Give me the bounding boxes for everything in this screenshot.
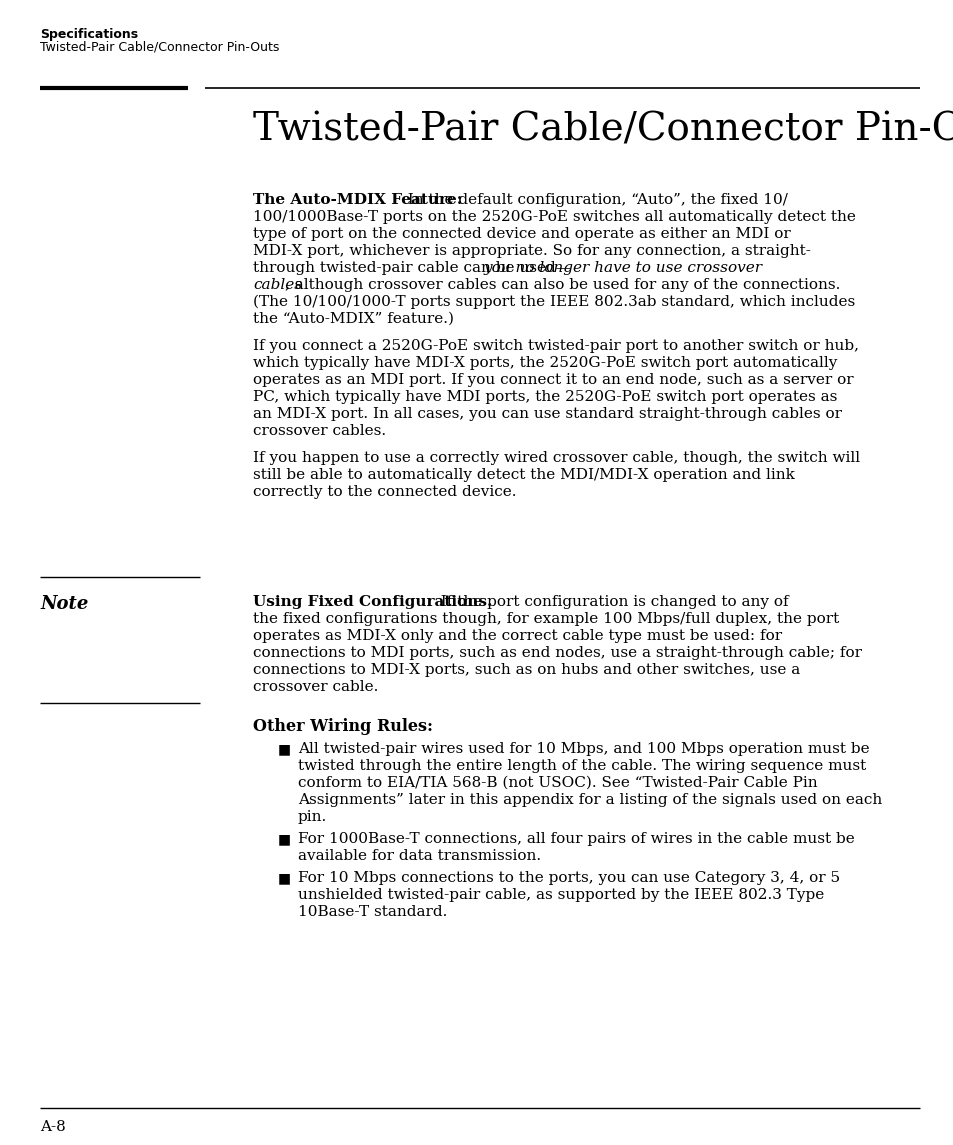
Text: All twisted-pair wires used for 10 Mbps, and 100 Mbps operation must be: All twisted-pair wires used for 10 Mbps,… — [297, 742, 869, 756]
Text: Using Fixed Configurations.: Using Fixed Configurations. — [253, 595, 492, 609]
Text: If you connect a 2520G-PoE switch twisted-pair port to another switch or hub,: If you connect a 2520G-PoE switch twiste… — [253, 339, 858, 353]
Text: Note: Note — [40, 595, 89, 613]
Text: connections to MDI ports, such as end nodes, use a straight-through cable; for: connections to MDI ports, such as end no… — [253, 646, 862, 660]
Text: cables: cables — [253, 278, 302, 292]
Text: In the default configuration, “Auto”, the fixed 10/: In the default configuration, “Auto”, th… — [397, 194, 787, 207]
Text: still be able to automatically detect the MDI/MDI-X operation and link: still be able to automatically detect th… — [253, 468, 794, 482]
Text: an MDI-X port. In all cases, you can use standard straight-through cables or: an MDI-X port. In all cases, you can use… — [253, 406, 841, 421]
Text: (The 10/100/1000-T ports support the IEEE 802.3ab standard, which includes: (The 10/100/1000-T ports support the IEE… — [253, 295, 854, 309]
Text: crossover cable.: crossover cable. — [253, 680, 378, 694]
Text: the fixed configurations though, for example 100 Mbps/full duplex, the port: the fixed configurations though, for exa… — [253, 611, 839, 626]
Text: through twisted-pair cable can be used—: through twisted-pair cable can be used— — [253, 261, 571, 275]
Text: PC, which typically have MDI ports, the 2520G-PoE switch port operates as: PC, which typically have MDI ports, the … — [253, 390, 837, 404]
Text: operates as an MDI port. If you connect it to an end node, such as a server or: operates as an MDI port. If you connect … — [253, 373, 853, 387]
Text: twisted through the entire length of the cable. The wiring sequence must: twisted through the entire length of the… — [297, 759, 865, 773]
Text: A-8: A-8 — [40, 1120, 66, 1134]
Text: you no longer have to use crossover: you no longer have to use crossover — [482, 261, 761, 275]
Text: type of port on the connected device and operate as either an MDI or: type of port on the connected device and… — [253, 227, 790, 240]
Text: , although crossover cables can also be used for any of the connections.: , although crossover cables can also be … — [285, 278, 840, 292]
Text: available for data transmission.: available for data transmission. — [297, 848, 540, 863]
Text: conform to EIA/TIA 568-B (not USOC). See “Twisted-Pair Cable Pin: conform to EIA/TIA 568-B (not USOC). See… — [297, 776, 817, 790]
Text: crossover cables.: crossover cables. — [253, 424, 386, 439]
Text: Other Wiring Rules:: Other Wiring Rules: — [253, 718, 433, 735]
Text: Assignments” later in this appendix for a listing of the signals used on each: Assignments” later in this appendix for … — [297, 792, 882, 807]
Text: which typically have MDI-X ports, the 2520G-PoE switch port automatically: which typically have MDI-X ports, the 25… — [253, 356, 837, 370]
Text: correctly to the connected device.: correctly to the connected device. — [253, 485, 516, 499]
Text: 10Base-T standard.: 10Base-T standard. — [297, 905, 447, 918]
Text: Specifications: Specifications — [40, 27, 138, 41]
Text: Twisted-Pair Cable/Connector Pin-Outs: Twisted-Pair Cable/Connector Pin-Outs — [253, 112, 953, 149]
Text: For 10 Mbps connections to the ports, you can use Category 3, 4, or 5: For 10 Mbps connections to the ports, yo… — [297, 871, 840, 885]
Text: For 1000Base-T connections, all four pairs of wires in the cable must be: For 1000Base-T connections, all four pai… — [297, 831, 854, 846]
Text: ■: ■ — [277, 742, 291, 756]
Text: The Auto-MDIX Feature:: The Auto-MDIX Feature: — [253, 194, 462, 207]
Text: the “Auto-MDIX” feature.): the “Auto-MDIX” feature.) — [253, 311, 454, 326]
Text: If you happen to use a correctly wired crossover cable, though, the switch will: If you happen to use a correctly wired c… — [253, 451, 860, 465]
Text: ■: ■ — [277, 871, 291, 885]
Text: MDI-X port, whichever is appropriate. So for any connection, a straight-: MDI-X port, whichever is appropriate. So… — [253, 244, 810, 258]
Text: unshielded twisted-pair cable, as supported by the IEEE 802.3 Type: unshielded twisted-pair cable, as suppor… — [297, 887, 823, 902]
Text: Twisted-Pair Cable/Connector Pin-Outs: Twisted-Pair Cable/Connector Pin-Outs — [40, 40, 279, 53]
Text: 100/1000Base-T ports on the 2520G-PoE switches all automatically detect the: 100/1000Base-T ports on the 2520G-PoE sw… — [253, 210, 855, 224]
Text: ■: ■ — [277, 831, 291, 846]
Text: operates as MDI-X only and the correct cable type must be used: for: operates as MDI-X only and the correct c… — [253, 629, 781, 643]
Text: connections to MDI-X ports, such as on hubs and other switches, use a: connections to MDI-X ports, such as on h… — [253, 663, 800, 677]
Text: pin.: pin. — [297, 810, 327, 823]
Text: If the port configuration is changed to any of: If the port configuration is changed to … — [431, 595, 788, 609]
